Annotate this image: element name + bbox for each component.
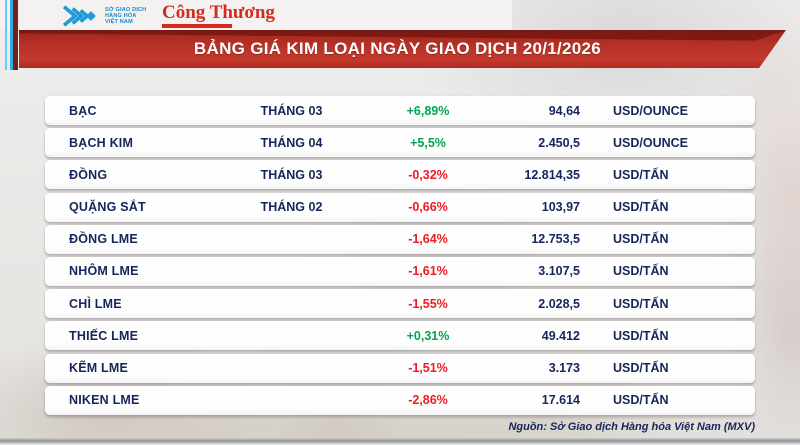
percent-change: -0,66%	[408, 200, 448, 215]
contract-month: THÁNG 02	[260, 200, 323, 215]
table-row: THIẾC LME +0,31% 49.412 USD/TẤN	[45, 321, 755, 351]
percent-change: -0,32%	[408, 167, 448, 182]
table-row: BẠC THÁNG 03 +6,89% 94,64 USD/OUNCE	[45, 96, 755, 125]
table-row: KẼM LME -1,51% 3.173 USD/TẤN	[45, 353, 755, 383]
metal-name: NHÔM LME	[69, 264, 139, 279]
percent-change: -1,64%	[408, 232, 448, 247]
price-unit: USD/TẤN	[613, 361, 669, 375]
price-value: 94,64	[548, 103, 580, 118]
mxv-org-line2: HÀNG HÓA	[105, 12, 137, 19]
percent-change: -1,51%	[408, 361, 448, 375]
mxv-org-line1: SỞ GIAO DỊCH	[105, 6, 147, 13]
mxv-org-line3: VIỆT NAM	[105, 19, 133, 26]
congthuong-logo-bar	[162, 24, 232, 28]
percent-change: -2,86%	[408, 393, 448, 408]
contract-month: THÁNG 04	[260, 135, 323, 150]
price-table: BẠC THÁNG 03 +6,89% 94,64 USD/OUNCE BẠCH…	[45, 96, 755, 415]
price-value: 12.814,35	[524, 167, 580, 182]
mxv-org-name: SỞ GIAO DỊCH HÀNG HÓA VIỆT NAM	[105, 7, 146, 26]
mxv-diamond-icon	[60, 5, 100, 27]
left-stripe-cyan	[10, 0, 13, 70]
contract-month: THÁNG 03	[260, 167, 323, 182]
percent-change: -1,61%	[408, 264, 448, 279]
table-row: BẠCH KIM THÁNG 04 +5,5% 2.450,5 USD/OUNC…	[45, 128, 755, 158]
table-row: QUẶNG SẮT THÁNG 02 -0,66% 103,97 USD/TẤN	[45, 192, 755, 222]
percent-change: -1,55%	[408, 296, 448, 311]
price-value: 12.753,5	[531, 232, 580, 247]
left-stripe-maroon	[13, 0, 18, 70]
percent-change: +5,5%	[410, 135, 446, 150]
percent-change: +6,89%	[406, 103, 450, 118]
metal-name: KẼM LME	[69, 361, 129, 375]
price-unit: USD/TẤN	[613, 296, 669, 311]
metal-name: QUẶNG SẮT	[69, 200, 146, 215]
title-banner: BẢNG GIÁ KIM LOẠI NGÀY GIAO DỊCH 20/1/20…	[19, 30, 786, 68]
percent-change: +0,31%	[406, 328, 450, 343]
metal-name: NIKEN LME	[69, 393, 140, 408]
price-unit: USD/TẤN	[613, 200, 669, 215]
table-row: NIKEN LME -2,86% 17.614 USD/TẤN	[45, 385, 755, 415]
page-title: BẢNG GIÁ KIM LOẠI NGÀY GIAO DỊCH 20/1/20…	[193, 39, 602, 58]
table-row: ĐỒNG LME -1,64% 12.753,5 USD/TẤN	[45, 224, 755, 254]
price-value: 3.173	[548, 361, 580, 375]
bottom-bar	[0, 438, 800, 445]
metal-name: ĐỒNG	[69, 167, 108, 182]
source-caption: Nguồn: Sở Giao dịch Hàng hóa Việt Nam (M…	[508, 421, 755, 433]
price-value: 2.028,5	[538, 296, 580, 311]
metal-name: BẠC	[69, 103, 97, 118]
price-value: 49.412	[541, 328, 580, 343]
price-unit: USD/OUNCE	[613, 135, 689, 150]
price-value: 2.450,5	[538, 135, 580, 150]
price-unit: USD/TẤN	[613, 167, 669, 182]
table-row: NHÔM LME -1,61% 3.107,5 USD/TẤN	[45, 256, 755, 286]
price-value: 3.107,5	[538, 264, 580, 279]
metal-name: ĐỒNG LME	[69, 232, 138, 247]
price-unit: USD/TẤN	[613, 264, 669, 279]
contract-month: THÁNG 03	[260, 103, 323, 118]
price-unit: USD/TẤN	[613, 328, 669, 343]
table-row: CHÌ LME -1,55% 2.028,5 USD/TẤN	[45, 289, 755, 319]
left-stripe-light-blue	[5, 0, 7, 70]
price-value: 17.614	[541, 393, 580, 408]
metal-name: CHÌ LME	[69, 296, 122, 311]
price-unit: USD/OUNCE	[613, 103, 689, 118]
price-unit: USD/TẤN	[613, 393, 669, 408]
table-row: ĐỒNG THÁNG 03 -0,32% 12.814,35 USD/TẤN	[45, 160, 755, 190]
mxv-logo: SỞ GIAO DỊCH HÀNG HÓA VIỆT NAM	[60, 5, 146, 27]
price-unit: USD/TẤN	[613, 232, 669, 247]
price-value: 103,97	[541, 200, 580, 215]
metal-name: THIẾC LME	[69, 328, 139, 343]
metal-name: BẠCH KIM	[69, 135, 134, 150]
congthuong-logo: Công Thương	[162, 3, 275, 28]
congthuong-logo-text: Công Thương	[162, 2, 275, 23]
